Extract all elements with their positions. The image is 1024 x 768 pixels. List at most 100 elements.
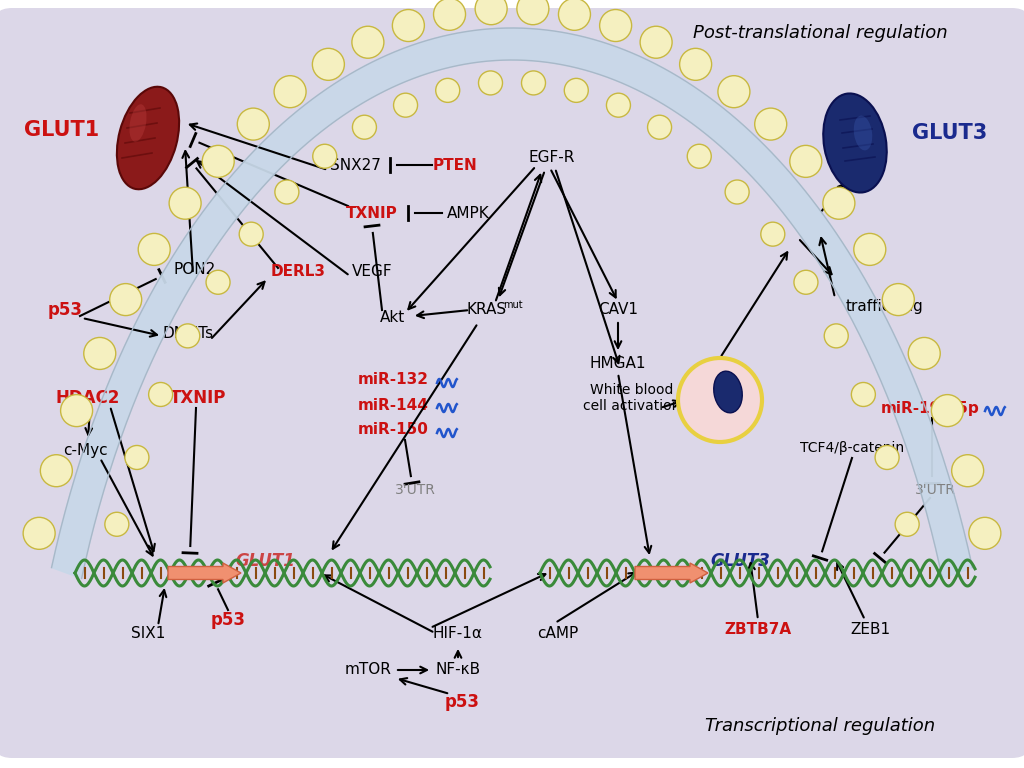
FancyArrow shape — [168, 563, 241, 583]
Circle shape — [761, 222, 784, 247]
Circle shape — [110, 283, 141, 316]
Text: 3'UTR: 3'UTR — [394, 483, 435, 497]
Text: VEGF: VEGF — [351, 264, 392, 280]
Text: GLUT1: GLUT1 — [25, 120, 99, 140]
Circle shape — [104, 512, 129, 536]
Circle shape — [564, 78, 588, 102]
Circle shape — [238, 108, 269, 140]
Circle shape — [125, 445, 148, 469]
Text: Akt: Akt — [379, 310, 404, 326]
Circle shape — [823, 187, 855, 219]
Text: mTOR: mTOR — [344, 663, 391, 677]
Circle shape — [600, 9, 632, 41]
Text: CAV1: CAV1 — [598, 303, 638, 317]
Circle shape — [951, 455, 984, 487]
Circle shape — [169, 187, 201, 219]
Text: miR-195-5p: miR-195-5p — [881, 400, 979, 415]
Circle shape — [517, 0, 549, 25]
Circle shape — [854, 233, 886, 266]
Text: p53: p53 — [211, 611, 246, 629]
FancyBboxPatch shape — [0, 8, 1024, 758]
Ellipse shape — [823, 94, 887, 193]
Text: mut: mut — [503, 300, 523, 310]
Text: trafficking: trafficking — [846, 299, 924, 313]
Text: miR-150: miR-150 — [357, 422, 428, 438]
Circle shape — [558, 0, 591, 30]
Circle shape — [876, 445, 899, 469]
Circle shape — [908, 337, 940, 369]
Circle shape — [725, 180, 750, 204]
Text: Transcriptional regulation: Transcriptional regulation — [705, 717, 935, 735]
Text: TCF4/β-catenin: TCF4/β-catenin — [800, 441, 904, 455]
Text: HDAC2: HDAC2 — [56, 389, 120, 407]
Text: c-Myc: c-Myc — [62, 442, 108, 458]
Text: White blood
cell activation: White blood cell activation — [584, 383, 681, 413]
Circle shape — [274, 76, 306, 108]
Text: miR-132: miR-132 — [357, 372, 428, 388]
Text: 3'UTR: 3'UTR — [914, 483, 955, 497]
Text: SIX1: SIX1 — [131, 625, 165, 641]
Text: GLUT1: GLUT1 — [236, 552, 295, 570]
Circle shape — [40, 455, 73, 487]
Circle shape — [352, 115, 377, 139]
Circle shape — [393, 93, 418, 118]
Circle shape — [606, 93, 631, 118]
Text: PON2: PON2 — [174, 263, 216, 277]
Circle shape — [755, 108, 786, 140]
Circle shape — [883, 283, 914, 316]
Circle shape — [312, 48, 344, 81]
Circle shape — [206, 270, 230, 294]
Circle shape — [718, 76, 750, 108]
Circle shape — [521, 71, 546, 95]
Circle shape — [680, 48, 712, 81]
Circle shape — [475, 0, 507, 25]
Circle shape — [478, 71, 503, 95]
Text: HIF-1α: HIF-1α — [433, 625, 483, 641]
Circle shape — [352, 26, 384, 58]
Text: ZEB1: ZEB1 — [850, 623, 890, 637]
Circle shape — [969, 518, 1000, 549]
Circle shape — [851, 382, 876, 406]
Text: TXNIP: TXNIP — [170, 389, 226, 407]
Circle shape — [274, 180, 299, 204]
Text: DNMTs: DNMTs — [163, 326, 214, 340]
Polygon shape — [51, 28, 973, 578]
Text: Post-translational regulation: Post-translational regulation — [692, 24, 947, 42]
Text: KRAS: KRAS — [467, 303, 507, 317]
Circle shape — [392, 9, 424, 41]
FancyArrow shape — [635, 563, 708, 583]
Text: DERL3: DERL3 — [270, 264, 326, 280]
Circle shape — [312, 144, 337, 168]
Text: ZBTB7A: ZBTB7A — [724, 623, 792, 637]
Circle shape — [202, 145, 234, 177]
Circle shape — [176, 324, 200, 348]
Ellipse shape — [714, 371, 742, 413]
Circle shape — [790, 145, 822, 177]
Text: cAMP: cAMP — [538, 625, 579, 641]
Text: GLUT3: GLUT3 — [912, 123, 987, 143]
Text: p53: p53 — [47, 301, 83, 319]
Circle shape — [148, 382, 173, 406]
Circle shape — [824, 324, 848, 348]
Circle shape — [687, 144, 712, 168]
Circle shape — [436, 78, 460, 102]
Ellipse shape — [129, 104, 146, 142]
Circle shape — [138, 233, 170, 266]
Ellipse shape — [854, 116, 872, 151]
Circle shape — [895, 512, 920, 536]
Text: HMGA1: HMGA1 — [590, 356, 646, 370]
Circle shape — [240, 222, 263, 247]
Circle shape — [932, 395, 964, 426]
Text: p53: p53 — [444, 693, 479, 711]
Text: AMPK: AMPK — [446, 206, 489, 220]
Text: GLUT3: GLUT3 — [710, 552, 770, 570]
Circle shape — [433, 0, 466, 30]
Circle shape — [60, 395, 92, 426]
Circle shape — [794, 270, 818, 294]
Circle shape — [84, 337, 116, 369]
Circle shape — [678, 358, 762, 442]
Circle shape — [24, 518, 55, 549]
Ellipse shape — [117, 87, 179, 189]
Text: miR-144: miR-144 — [357, 398, 428, 412]
Text: SNX27: SNX27 — [330, 157, 381, 173]
